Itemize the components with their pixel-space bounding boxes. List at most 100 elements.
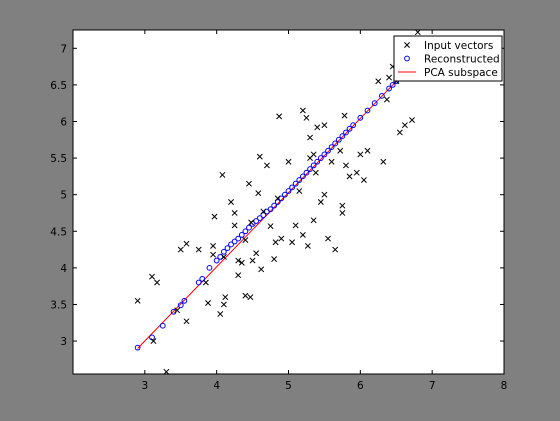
reconstructed-point [238, 232, 245, 238]
x-tick-label: 5 [285, 380, 292, 392]
reconstructed-point [256, 215, 263, 222]
input-vector-point [289, 239, 296, 246]
input-vector-point [220, 253, 227, 260]
reconstructed-point [378, 92, 385, 99]
y-tick-label: 4.5 [50, 226, 67, 238]
input-vector-point [210, 242, 217, 249]
input-vector-point [231, 222, 238, 229]
reconstructed-point [296, 177, 303, 183]
reconstructed-point [289, 184, 295, 191]
reconstructed-point [339, 133, 346, 140]
input-vector-point [202, 279, 209, 286]
input-vector-point [235, 257, 242, 264]
y-tick-label: 5.5 [50, 153, 67, 165]
input-vector-point [150, 338, 157, 345]
input-vector-point [272, 239, 279, 246]
input-vector-point [253, 250, 260, 257]
input-vector-point [255, 190, 262, 197]
input-vector-point [248, 219, 255, 226]
input-vector-point [317, 199, 324, 205]
input-vector-point [292, 222, 299, 229]
input-vector-point [346, 173, 353, 180]
reconstructed-point [274, 199, 281, 205]
reconstructed-point [303, 169, 310, 176]
reconstructed-point [364, 107, 371, 114]
tick-layer: 3 4 5 6 7 8 3 3.5 4 4.5 5 5.5 6 6.5 7 [50, 30, 507, 392]
reconstructed-point [317, 155, 324, 161]
input-vector-point [310, 217, 317, 224]
reconstructed-point [357, 114, 364, 121]
x-tick-label: 6 [357, 380, 364, 392]
input-vector-point [247, 294, 254, 301]
reconstructed-point [389, 81, 396, 88]
input-vector-point [409, 117, 416, 123]
y-tick-label: 5 [60, 190, 67, 202]
reconstructed-point [292, 180, 299, 187]
input-vector-point [242, 237, 249, 244]
input-vector-point [149, 273, 155, 280]
input-vector-point [341, 112, 348, 119]
reconstructed-point [346, 125, 353, 132]
input-vector-point [183, 240, 190, 247]
input-vector-point [217, 311, 224, 317]
input-vector-point [210, 251, 217, 258]
input-vector-point [195, 246, 202, 253]
input-vector-point [276, 113, 283, 120]
x-tick-label: 7 [429, 380, 436, 392]
y-tick-label: 3 [60, 336, 67, 348]
input-vector-point [274, 195, 281, 202]
input-vector-point [357, 151, 364, 158]
reconstructed-point [282, 191, 288, 198]
input-vector-point [278, 235, 285, 242]
reconstructed-point [206, 264, 213, 271]
input-vector-point [353, 169, 360, 176]
legend-input-marker [404, 42, 410, 48]
input-vector-point [220, 301, 227, 308]
y-tick-label: 6 [60, 116, 67, 128]
reconstructed-point [177, 302, 184, 309]
x-tick-label: 3 [141, 380, 148, 392]
axes-background [72, 29, 505, 375]
input-vector-point [235, 272, 242, 279]
input-vector-point [396, 129, 403, 136]
input-vector-point [314, 124, 321, 131]
reconstructed-point [350, 122, 357, 129]
input-vector-point [304, 242, 311, 249]
input-vector-point [328, 158, 335, 165]
x-tick-label: 4 [213, 380, 220, 392]
reconstructed-point [271, 202, 278, 209]
input-vector-point [307, 134, 314, 141]
input-vector-point [401, 122, 408, 129]
input-vector-point [321, 191, 328, 198]
reconstructed-point [285, 188, 292, 194]
input-vector-point [360, 177, 367, 183]
reconstructed-point [231, 238, 238, 245]
input-vector-point [263, 162, 270, 169]
input-vector-point [296, 188, 303, 194]
reconstructed-point [228, 241, 234, 248]
y-tick-label: 4 [60, 263, 67, 275]
reconstructed-point [278, 195, 285, 202]
input-vector-point [339, 210, 346, 216]
input-vector-point [238, 259, 245, 266]
reconstructed-point [371, 100, 378, 107]
input-vector-point [343, 162, 349, 169]
reconstructed-point [213, 257, 220, 264]
x-tick-label: 8 [501, 380, 508, 392]
reconstructed-point [220, 248, 227, 255]
input-vector-point [303, 114, 310, 121]
reconstructed-point [343, 129, 349, 136]
input-vector-point [219, 171, 226, 178]
input-vector-point [174, 307, 181, 314]
reconstructed-point [195, 279, 202, 286]
input-vector-point [414, 29, 421, 36]
reconstructed-point [267, 206, 274, 213]
input-vector-point [325, 235, 331, 242]
input-vector-point [249, 257, 256, 264]
input-vector-point [364, 147, 371, 154]
legend-label: PCA subspace [424, 67, 498, 79]
input-vector-point [258, 266, 265, 273]
legend-label: Input vectors [424, 40, 493, 52]
